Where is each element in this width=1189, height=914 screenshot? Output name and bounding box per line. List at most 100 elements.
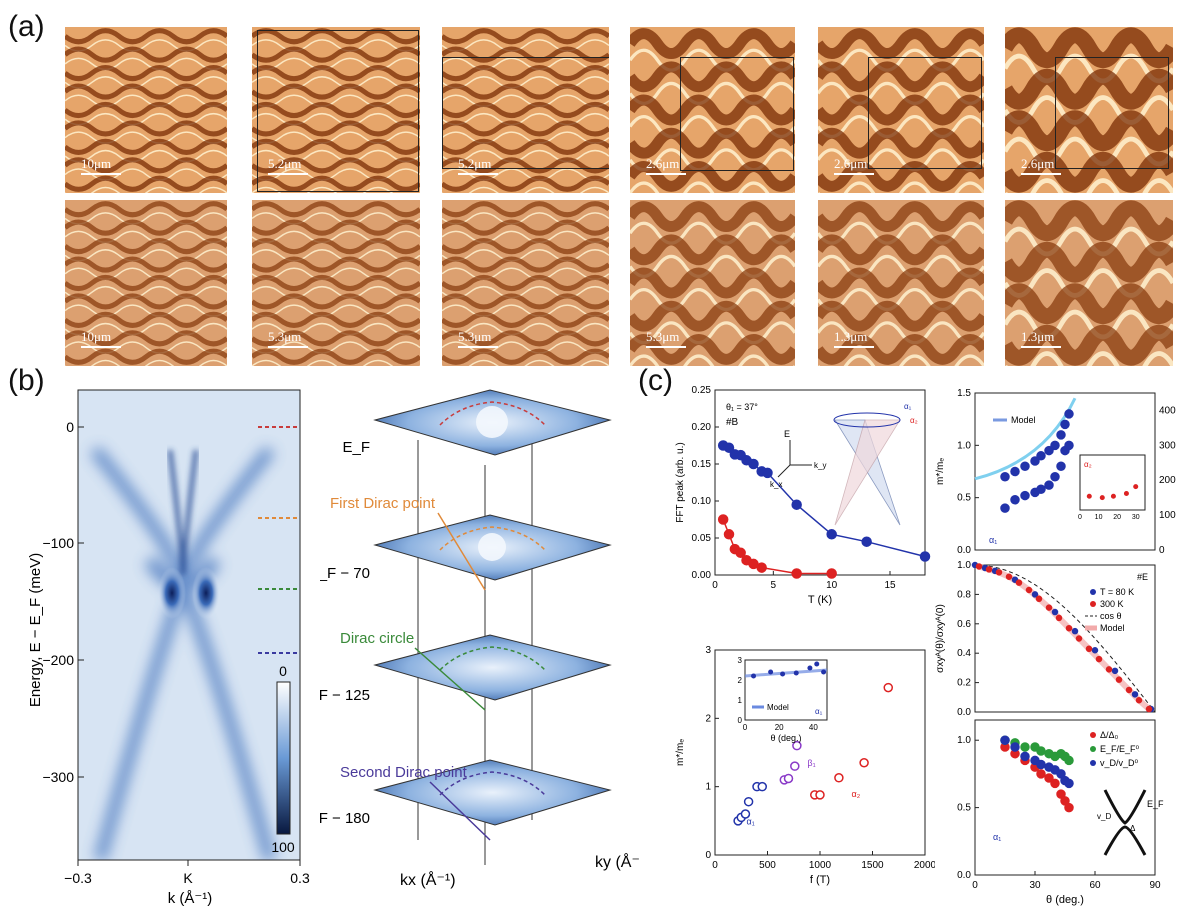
- chart-annotation: θ₁ = 37°: [726, 402, 758, 412]
- data-point: [1051, 608, 1059, 616]
- y-tick-label: 0.0: [957, 870, 971, 881]
- scale-bar: 5.3μm: [268, 329, 308, 348]
- right-tick-label: 300: [1159, 440, 1176, 451]
- data-point: [1125, 686, 1133, 694]
- data-point: [834, 773, 844, 783]
- data-point: [1010, 495, 1020, 505]
- arpes-y-label: Energy, E − E_F (meV): [27, 553, 44, 707]
- x-tick-label: 500: [759, 860, 776, 871]
- scale-bar: 1.3μm: [834, 329, 874, 348]
- data-point: [1135, 696, 1143, 704]
- data-point: [1091, 647, 1099, 654]
- panel-label-b: (b): [8, 364, 45, 397]
- series-label: α₁: [989, 535, 997, 545]
- data-point: [1056, 769, 1066, 779]
- colorbar-min: 0: [279, 663, 287, 679]
- x-axis-label: f (T): [810, 874, 830, 886]
- panel-label-c: (c): [638, 364, 673, 397]
- constant-energy-stack: E_F E_F − 70 E_F − 125 E_F − 180 First D…: [300, 380, 651, 909]
- scale-bar: 2.6μm: [1021, 156, 1061, 175]
- x-tick-label: 15: [884, 580, 896, 591]
- arpes-y-tick: −100: [42, 535, 74, 551]
- data-point: [1050, 778, 1060, 789]
- legend-label: cos θ: [1100, 611, 1122, 621]
- y-tick-label: 0.25: [692, 385, 712, 396]
- data-point: [1056, 430, 1066, 440]
- scale-bar: 10μm: [81, 156, 121, 175]
- arpes-x-tick: 0.3: [290, 870, 310, 886]
- data-point: [1020, 461, 1030, 472]
- layer-ef-125: [373, 634, 612, 701]
- layer-label: E_F − 70: [320, 565, 370, 582]
- inset-x-tick: 20: [775, 723, 784, 732]
- zoom-region-box: [868, 57, 982, 169]
- y-tick-label: 0.4: [957, 648, 971, 659]
- layer-label: E_F − 180: [320, 810, 370, 827]
- data-point: [1115, 676, 1123, 683]
- y-tick-label: 0.15: [692, 459, 712, 470]
- data-point: [743, 796, 754, 807]
- scale-bar: 10μm: [81, 329, 121, 348]
- zoom-region-box: [257, 30, 419, 192]
- data-point: [1036, 746, 1046, 756]
- data-point: [1071, 627, 1079, 635]
- layer-label: E_F: [342, 439, 370, 456]
- inset-x-tick: 10: [1095, 514, 1103, 521]
- layer-label: E_F − 125: [320, 687, 370, 704]
- microscopy-image: 10μm: [65, 27, 227, 193]
- x-tick-label: 1000: [809, 860, 832, 871]
- y-tick-label: 3: [705, 645, 711, 656]
- plot-frame: [974, 564, 1156, 713]
- inset-label: E: [784, 429, 790, 439]
- zoom-region-box: [680, 57, 794, 171]
- inset-point: [1110, 493, 1116, 499]
- microscopy-image: 10μm: [65, 200, 227, 366]
- legend-marker: [1090, 589, 1096, 595]
- data-point: [1064, 778, 1074, 789]
- data-point: [1020, 751, 1030, 762]
- inset-y-tick: 1: [738, 696, 743, 705]
- x-tick-label: 90: [1149, 880, 1161, 891]
- data-point: [757, 781, 767, 792]
- y-tick-label: 0.2: [957, 678, 971, 689]
- y-tick-label: 0.6: [957, 619, 971, 630]
- cone-shape: [834, 419, 901, 526]
- inset-point: [751, 673, 757, 679]
- plot-frame: [974, 392, 1156, 551]
- data-point: [1064, 802, 1074, 813]
- data-point: [1050, 471, 1060, 482]
- y-tick-label: 0.5: [957, 493, 971, 504]
- microscopy-image: 5.2μm: [252, 27, 420, 193]
- y-tick-label: 0.0: [957, 545, 971, 555]
- microscopy-image: 5.3μm: [630, 200, 795, 366]
- y-axis-label: m*/mₑ: [675, 739, 686, 766]
- data-point: [883, 682, 893, 693]
- inset-x-label: θ (deg.): [770, 733, 801, 743]
- microscopy-image: 1.3μm: [1005, 200, 1173, 366]
- y-tick-label: 0.10: [692, 496, 712, 507]
- data-point: [1065, 624, 1073, 632]
- model-line: [744, 668, 828, 678]
- data-point: [1035, 595, 1043, 603]
- data-point: [1060, 419, 1070, 430]
- data-point: [1044, 480, 1054, 490]
- arpes-x-tick: −0.3: [64, 870, 92, 886]
- inset-point: [1133, 484, 1139, 490]
- data-point: [1064, 755, 1074, 766]
- inset-x-tick: 20: [1113, 514, 1121, 521]
- schematic-label: Δ: [1130, 824, 1136, 833]
- data-point: [1131, 691, 1139, 698]
- legend-marker: [1090, 732, 1096, 738]
- legend-marker: [1090, 601, 1096, 607]
- data-point: [995, 569, 1003, 576]
- x-tick-label: 0: [712, 860, 718, 871]
- zoom-region-box: [442, 57, 609, 169]
- scale-bar: 2.6μm: [834, 156, 874, 175]
- data-point: [790, 761, 800, 771]
- y-tick-label: 0.05: [692, 533, 712, 544]
- data-point: [740, 809, 751, 819]
- scale-bar: 2.6μm: [646, 156, 686, 175]
- fft-peak-vs-temperature-chart: 0 5 10 15 0.00 0.05 0.10 0.15 0.20 0.25 T (K) FFT p…: [675, 385, 931, 606]
- data-point: [1030, 456, 1040, 466]
